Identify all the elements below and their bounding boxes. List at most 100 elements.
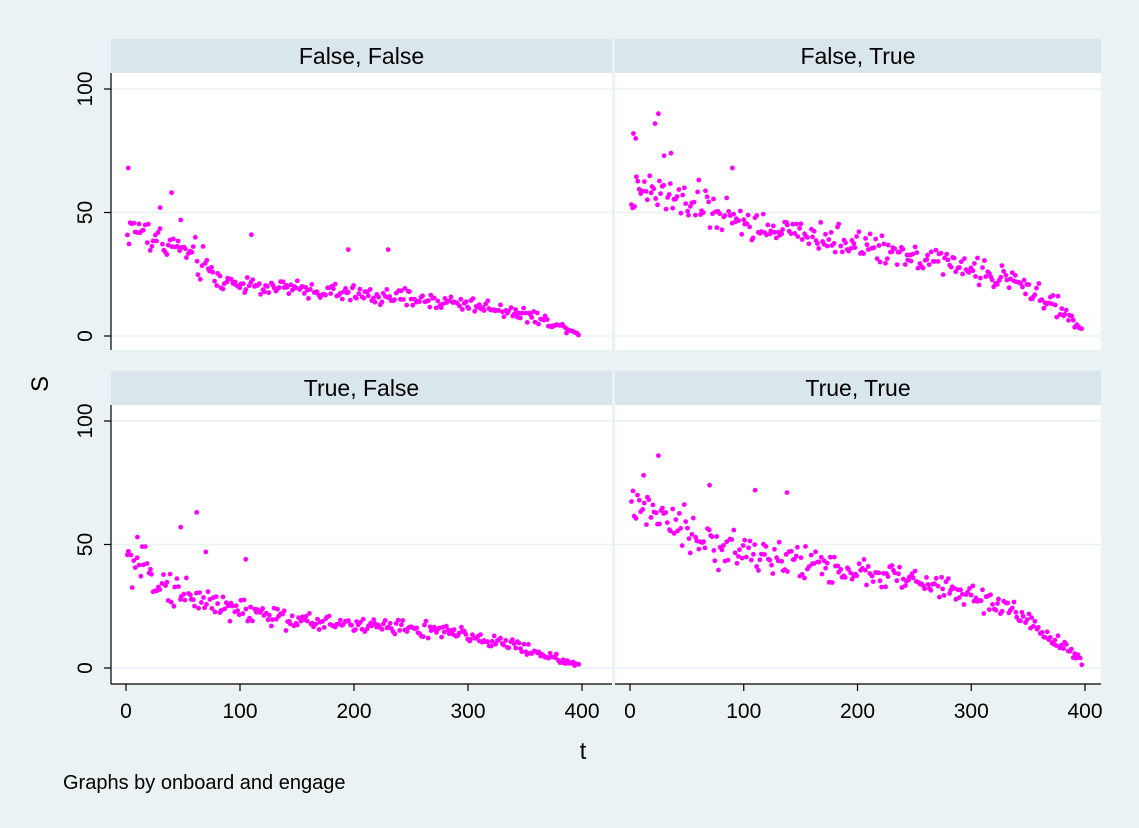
- scatter-point: [212, 609, 218, 615]
- scatter-point: [701, 539, 706, 545]
- scatter-point: [400, 618, 406, 623]
- panel-title: False, True: [800, 43, 915, 69]
- scatter-point: [1013, 609, 1019, 615]
- scatter-point: [534, 310, 540, 316]
- scatter-point: [885, 574, 891, 579]
- scatter-point: [722, 213, 728, 218]
- scatter-point: [257, 281, 262, 287]
- scatter-point: [1032, 618, 1038, 624]
- scatter-point: [835, 563, 841, 569]
- scatter-point: [811, 228, 817, 234]
- scatter-point: [1052, 637, 1058, 643]
- scatter-point: [422, 622, 427, 628]
- scatter-point: [182, 246, 188, 252]
- scatter-point: [157, 226, 163, 232]
- scatter-point: [990, 602, 995, 607]
- scatter-point: [706, 199, 712, 205]
- scatter-point: [884, 256, 890, 262]
- y-tick-label: 100: [74, 71, 97, 106]
- scatter-point: [265, 284, 270, 289]
- scatter-point: [883, 260, 888, 266]
- scatter-point: [707, 225, 713, 231]
- scatter-point: [876, 570, 882, 576]
- scatter-point: [201, 595, 206, 600]
- scatter-point: [488, 643, 494, 649]
- scatter-point: [491, 633, 497, 639]
- scatter-point: [1058, 642, 1064, 648]
- scatter-point: [323, 292, 328, 298]
- scatter-point: [742, 537, 748, 543]
- scatter-point: [765, 222, 771, 228]
- scatter-point: [885, 242, 891, 248]
- scatter-point: [171, 236, 176, 242]
- scatter-point: [691, 199, 697, 205]
- scatter-point: [941, 593, 947, 598]
- scatter-point: [157, 587, 163, 592]
- scatter-point: [328, 291, 334, 296]
- scatter-point: [356, 291, 362, 297]
- scatter-point: [249, 232, 254, 238]
- scatter-point: [661, 182, 667, 188]
- scatter-point: [852, 245, 858, 251]
- scatter-point: [632, 204, 637, 209]
- scatter-point: [640, 188, 645, 194]
- panel-header: [111, 371, 612, 405]
- scatter-point: [519, 310, 525, 316]
- scatter-point: [294, 278, 300, 284]
- scatter-point: [165, 242, 171, 248]
- scatter-point: [748, 557, 754, 563]
- scatter-point: [189, 249, 195, 255]
- scatter-point: [529, 315, 535, 320]
- scatter-point: [656, 111, 661, 117]
- scatter-point: [769, 562, 774, 568]
- scatter-point: [714, 534, 720, 539]
- scatter-point: [501, 642, 506, 648]
- scatter-point: [276, 285, 282, 290]
- scatter-point: [737, 547, 742, 553]
- scatter-point: [217, 273, 223, 279]
- scatter-point: [513, 645, 519, 651]
- scatter-point: [864, 242, 870, 248]
- scatter-point: [683, 201, 689, 207]
- scatter-point: [197, 590, 203, 595]
- scatter-point: [815, 241, 820, 246]
- scatter-point: [784, 222, 790, 228]
- scatter-point: [240, 281, 246, 287]
- scatter-point: [194, 258, 200, 264]
- scatter-point: [235, 608, 241, 613]
- scatter-point: [772, 546, 777, 552]
- scatter-point: [1014, 614, 1020, 620]
- scatter-point: [1047, 635, 1053, 640]
- scatter-point: [169, 190, 175, 196]
- scatter-point: [937, 594, 942, 600]
- y-axis-label: S: [27, 376, 54, 392]
- scatter-point: [351, 283, 356, 288]
- scatter-point: [958, 259, 964, 265]
- scatter-point: [205, 589, 211, 595]
- scatter-point: [973, 274, 978, 279]
- scatter-point: [719, 227, 725, 233]
- scatter-point: [792, 231, 798, 236]
- scatter-point: [438, 305, 444, 311]
- scatter-point: [776, 539, 782, 545]
- scatter-point: [703, 188, 708, 194]
- scatter-point: [823, 565, 829, 571]
- scatter-point: [372, 299, 378, 305]
- scatter-point: [417, 299, 422, 304]
- scatter-point: [174, 576, 180, 581]
- scatter-point: [686, 536, 692, 541]
- scatter-point: [912, 244, 918, 250]
- scatter-point: [802, 575, 807, 581]
- x-tick-label: 0: [120, 700, 132, 723]
- scatter-point: [867, 231, 873, 237]
- scatter-point: [968, 592, 974, 598]
- scatter-point: [345, 247, 351, 253]
- scatter-point: [794, 221, 799, 227]
- scatter-point: [523, 310, 529, 316]
- scatter-point: [395, 617, 401, 623]
- scatter-point: [877, 578, 883, 584]
- scatter-point: [702, 545, 708, 551]
- scatter-point: [940, 272, 946, 277]
- scatter-point: [349, 622, 354, 628]
- scatter-point: [629, 499, 634, 504]
